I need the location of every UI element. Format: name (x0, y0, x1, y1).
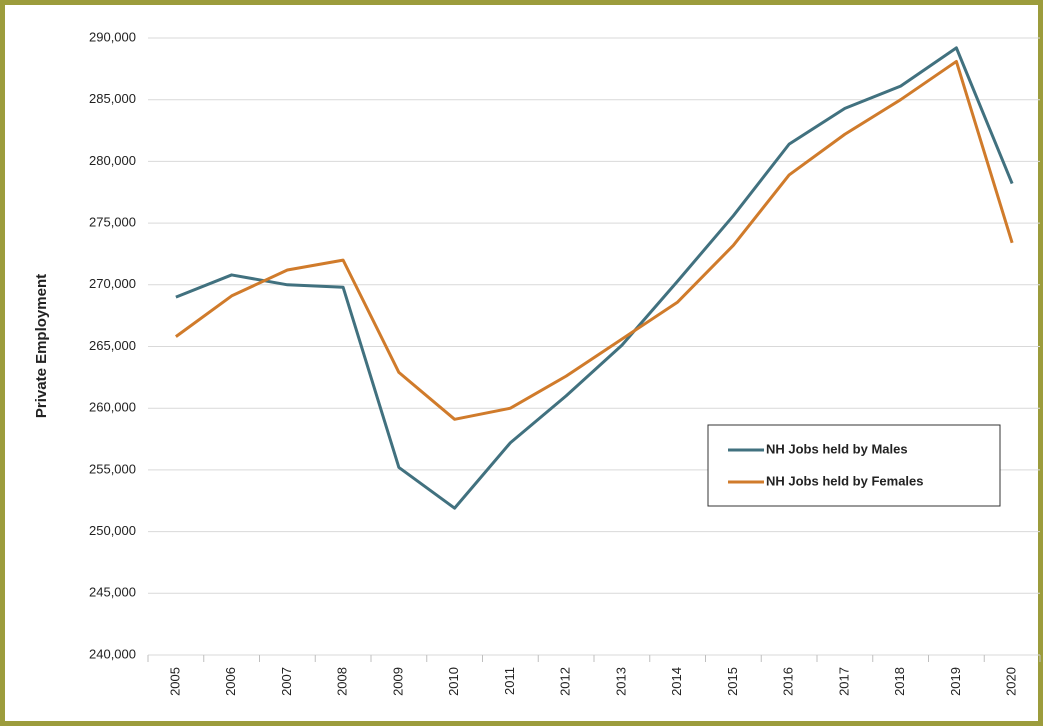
y-tick-label: 290,000 (89, 29, 136, 44)
x-tick-label: 2008 (335, 667, 350, 696)
x-tick-label: 2010 (446, 667, 461, 696)
x-tick-label: 2009 (390, 667, 405, 696)
x-tick-label: 2013 (613, 667, 628, 696)
x-tick-label: 2012 (558, 667, 573, 696)
y-tick-label: 265,000 (89, 338, 136, 353)
y-tick-label: 240,000 (89, 646, 136, 661)
legend-label: NH Jobs held by Males (766, 441, 908, 456)
legend-label: NH Jobs held by Females (766, 473, 924, 488)
series-line (175, 46, 1014, 510)
x-tick-label: 2015 (725, 667, 740, 696)
y-tick-label: 260,000 (89, 400, 136, 415)
x-tick-label: 2005 (167, 667, 182, 696)
legend-box (707, 424, 1001, 507)
y-tick-label: 275,000 (89, 215, 136, 230)
y-tick-label: 255,000 (89, 461, 136, 476)
x-tick-label: 2006 (223, 667, 238, 696)
y-tick-label: 250,000 (89, 523, 136, 538)
x-tick-label: 2014 (669, 667, 684, 696)
x-tick-label: 2018 (892, 667, 907, 696)
y-tick-label: 280,000 (89, 153, 136, 168)
x-tick-label: 2011 (502, 667, 517, 695)
x-tick-label: 2019 (948, 667, 963, 696)
x-tick-label: 2020 (1004, 667, 1019, 696)
x-tick-label: 2007 (279, 667, 294, 696)
y-tick-label: 285,000 (89, 91, 136, 106)
x-tick-label: 2017 (836, 667, 851, 696)
y-axis-label: Private Employment (33, 274, 50, 418)
series-line (174, 59, 1014, 421)
x-tick-label: 2016 (781, 667, 796, 696)
y-tick-label: 245,000 (89, 585, 136, 600)
y-tick-label: 270,000 (89, 276, 136, 291)
